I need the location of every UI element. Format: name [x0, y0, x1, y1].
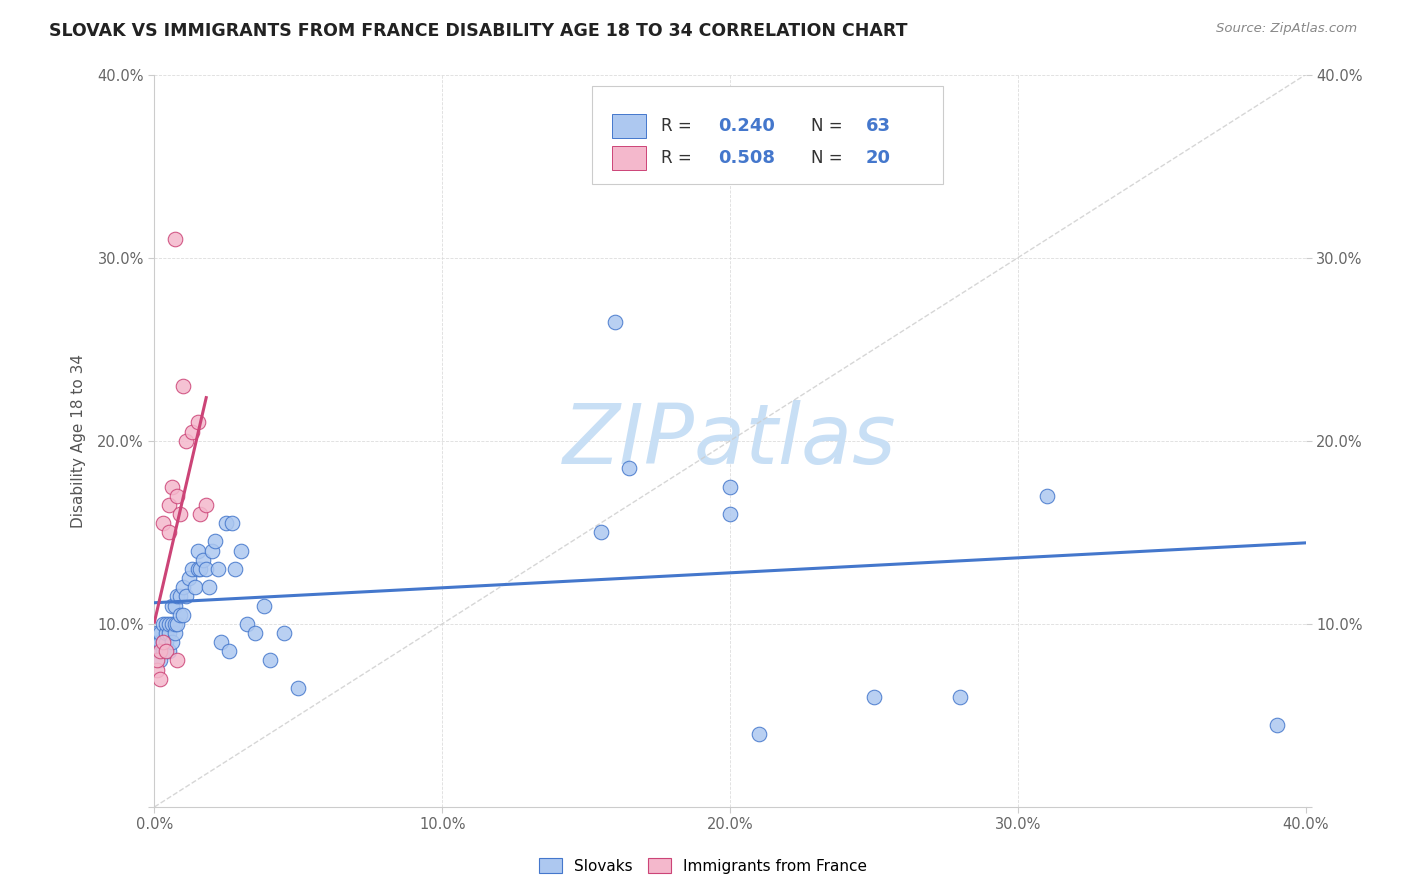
Point: [155, 616, 177, 631]
Point: [155, 635, 177, 649]
Point: [146, 644, 169, 658]
Point: [152, 635, 174, 649]
Point: [163, 626, 186, 640]
Point: [149, 644, 172, 658]
Point: [201, 543, 224, 558]
Point: [163, 232, 186, 246]
Y-axis label: Disability Age 18 to 34: Disability Age 18 to 34: [72, 354, 86, 528]
Text: 0.240: 0.240: [718, 117, 776, 135]
Legend: Slovaks, Immigrants from France: Slovaks, Immigrants from France: [533, 852, 873, 880]
Point: [166, 590, 188, 604]
Point: [177, 571, 200, 585]
Point: [718, 479, 741, 493]
Point: [209, 635, 232, 649]
Point: [146, 663, 169, 677]
Point: [169, 507, 191, 521]
Point: [149, 653, 172, 667]
Point: [172, 607, 194, 622]
Text: ZIPatlas: ZIPatlas: [564, 401, 897, 482]
Point: [243, 626, 266, 640]
Point: [273, 626, 295, 640]
Point: [160, 616, 183, 631]
Point: [198, 580, 221, 594]
Point: [157, 626, 180, 640]
Text: Source: ZipAtlas.com: Source: ZipAtlas.com: [1216, 22, 1357, 36]
Point: [149, 626, 172, 640]
Point: [157, 616, 180, 631]
Point: [155, 626, 177, 640]
FancyBboxPatch shape: [592, 86, 943, 185]
Point: [169, 590, 191, 604]
Point: [163, 616, 186, 631]
Point: [195, 498, 218, 512]
Point: [146, 626, 169, 640]
Text: N =: N =: [811, 149, 848, 167]
Point: [149, 672, 172, 686]
Point: [190, 562, 212, 576]
Point: [155, 644, 177, 658]
FancyBboxPatch shape: [612, 113, 647, 138]
Point: [1265, 717, 1288, 731]
Point: [157, 644, 180, 658]
Point: [172, 580, 194, 594]
Text: N =: N =: [811, 117, 848, 135]
Point: [172, 379, 194, 393]
Point: [152, 644, 174, 658]
Point: [166, 489, 188, 503]
Point: [1035, 489, 1057, 503]
Point: [174, 590, 197, 604]
Point: [221, 516, 243, 530]
Point: [149, 635, 172, 649]
Point: [180, 562, 202, 576]
Text: R =: R =: [661, 149, 697, 167]
Point: [218, 644, 240, 658]
Point: [863, 690, 886, 705]
Point: [207, 562, 229, 576]
Point: [187, 562, 209, 576]
Point: [204, 534, 226, 549]
Point: [160, 635, 183, 649]
Point: [229, 543, 252, 558]
Point: [589, 159, 612, 173]
Point: [163, 599, 186, 613]
Point: [603, 315, 626, 329]
Text: 63: 63: [866, 117, 891, 135]
Point: [157, 525, 180, 540]
Point: [146, 635, 169, 649]
Text: R =: R =: [661, 117, 697, 135]
Point: [152, 516, 174, 530]
Point: [152, 616, 174, 631]
Point: [166, 616, 188, 631]
Point: [183, 580, 205, 594]
Point: [259, 653, 281, 667]
Point: [187, 543, 209, 558]
Point: [195, 562, 218, 576]
Point: [160, 599, 183, 613]
Point: [193, 553, 215, 567]
Point: [166, 653, 188, 667]
Point: [949, 690, 972, 705]
Point: [160, 479, 183, 493]
Point: [187, 416, 209, 430]
Text: SLOVAK VS IMMIGRANTS FROM FRANCE DISABILITY AGE 18 TO 34 CORRELATION CHART: SLOVAK VS IMMIGRANTS FROM FRANCE DISABIL…: [49, 22, 908, 40]
Point: [718, 507, 741, 521]
Point: [287, 681, 309, 695]
Point: [619, 461, 641, 475]
Text: 20: 20: [866, 149, 891, 167]
Point: [253, 599, 276, 613]
Point: [157, 498, 180, 512]
Point: [152, 635, 174, 649]
FancyBboxPatch shape: [612, 145, 647, 170]
Point: [215, 516, 238, 530]
Text: 0.508: 0.508: [718, 149, 776, 167]
Point: [224, 562, 246, 576]
Point: [190, 507, 212, 521]
Point: [235, 616, 257, 631]
Point: [589, 525, 612, 540]
Point: [174, 434, 197, 448]
Point: [146, 653, 169, 667]
Point: [169, 607, 191, 622]
Point: [748, 727, 770, 741]
Point: [180, 425, 202, 439]
